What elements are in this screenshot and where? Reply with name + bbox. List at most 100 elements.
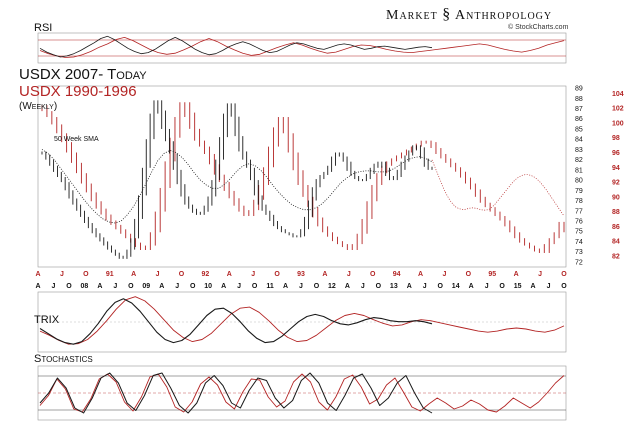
x-label-red-7: 92 [201, 271, 209, 278]
x-label-black-2: O [66, 283, 72, 290]
y-right-tick-label-9: 86 [612, 224, 620, 231]
y-right-tick-label-11: 82 [612, 253, 620, 260]
y-left-tick-label-4: 85 [575, 126, 583, 133]
x-label-black-3: 08 [81, 283, 89, 290]
x-label-red-2: O [83, 271, 89, 278]
x-label-black-32: A [531, 283, 536, 290]
y-left-tick-label-6: 83 [575, 147, 583, 154]
x-label-black-17: J [299, 283, 303, 290]
x-label-red-18: O [466, 271, 472, 278]
y-left-tick-label-17: 72 [575, 259, 583, 266]
y-right-tick-label-0: 104 [612, 91, 624, 98]
y-left-tick-label-3: 86 [575, 116, 583, 123]
trix-black-line [39, 298, 433, 345]
x-label-black-14: O [252, 283, 258, 290]
x-label-black-7: 09 [142, 283, 150, 290]
x-label-red-12: A [322, 271, 327, 278]
rsi-red-line [39, 37, 565, 58]
y-left-tick-label-5: 84 [575, 137, 583, 144]
y-left-tick-label-2: 87 [575, 106, 583, 113]
x-label-black-15: 11 [266, 283, 274, 290]
stochastics-red-line [39, 373, 565, 413]
y-left-tick-label-1: 88 [575, 96, 583, 103]
x-label-black-24: A [407, 283, 412, 290]
x-label-red-6: O [179, 271, 185, 278]
sma-50-week-line [41, 149, 433, 224]
x-label-black-31: 15 [514, 283, 522, 290]
x-label-black-11: 10 [204, 283, 212, 290]
x-label-red-8: A [227, 271, 232, 278]
x-label-red-16: A [418, 271, 423, 278]
x-label-red-20: A [514, 271, 519, 278]
x-label-red-0: A [35, 271, 40, 278]
y-left-tick-label-13: 76 [575, 218, 583, 225]
y-left-tick-label-0: 89 [575, 86, 583, 93]
y-left-tick-label-7: 82 [575, 157, 583, 164]
x-label-black-21: J [361, 283, 365, 290]
x-label-black-20: A [345, 283, 350, 290]
x-label-black-28: A [469, 283, 474, 290]
sma-50-week-red-line [431, 159, 565, 217]
x-label-black-16: A [283, 283, 288, 290]
x-label-black-4: A [97, 283, 102, 290]
x-label-red-9: J [251, 271, 255, 278]
price-frame [37, 85, 567, 268]
x-label-black-1: J [52, 283, 56, 290]
y-right-tick-label-1: 102 [612, 106, 624, 113]
x-label-red-19: 95 [488, 271, 496, 278]
x-label-red-10: O [274, 271, 280, 278]
y-left-tick-label-10: 79 [575, 188, 583, 195]
y-right-tick-label-8: 88 [612, 209, 620, 216]
x-label-black-22: O [376, 283, 382, 290]
x-label-black-19: 12 [328, 283, 336, 290]
x-label-red-5: J [156, 271, 160, 278]
x-label-black-27: 14 [452, 283, 460, 290]
x-label-red-21: J [538, 271, 542, 278]
stochastics-panel-label: Stochastics [34, 353, 93, 365]
y-left-tick-label-12: 77 [575, 208, 583, 215]
y-right-tick-label-10: 84 [612, 239, 620, 246]
source-credit: © StockCharts.com [508, 24, 569, 31]
rsi-panel-label: RSI [34, 22, 53, 34]
x-label-black-6: O [128, 283, 134, 290]
y-left-tick-label-8: 81 [575, 167, 583, 174]
x-label-black-26: O [438, 283, 444, 290]
x-label-black-5: J [113, 283, 117, 290]
x-label-black-0: A [35, 283, 40, 290]
x-label-black-18: O [314, 283, 320, 290]
x-label-red-17: J [443, 271, 447, 278]
y-right-tick-label-7: 90 [612, 194, 620, 201]
x-label-black-34: O [561, 283, 567, 290]
x-label-red-3: 91 [106, 271, 114, 278]
x-label-red-22: O [561, 271, 567, 278]
trix-panel-label: TRIX [34, 314, 60, 326]
chart-frequency: (Weekly) [19, 101, 58, 112]
x-label-black-23: 13 [390, 283, 398, 290]
x-label-red-11: 93 [297, 271, 305, 278]
trix-red-line [39, 296, 565, 345]
rsi-frame [37, 32, 567, 64]
x-label-red-15: 94 [393, 271, 401, 278]
chart-title: USDX 2007- Today [19, 66, 147, 83]
stochastics-black-line [39, 372, 433, 414]
y-left-tick-label-11: 78 [575, 198, 583, 205]
x-label-black-25: J [423, 283, 427, 290]
y-left-tick-label-15: 74 [575, 239, 583, 246]
x-label-black-9: J [175, 283, 179, 290]
x-label-red-13: J [347, 271, 351, 278]
x-label-black-10: O [190, 283, 196, 290]
x-label-red-14: O [370, 271, 376, 278]
y-right-tick-label-3: 98 [612, 135, 620, 142]
y-right-tick-label-2: 100 [612, 120, 624, 127]
y-right-tick-label-4: 96 [612, 150, 620, 157]
x-label-black-29: J [485, 283, 489, 290]
x-label-black-13: J [237, 283, 241, 290]
sma-label: 50 Week SMA [54, 136, 99, 143]
x-label-black-8: A [159, 283, 164, 290]
x-label-black-12: A [221, 283, 226, 290]
x-label-black-33: J [547, 283, 551, 290]
y-left-tick-label-14: 75 [575, 229, 583, 236]
y-right-tick-label-6: 92 [612, 180, 620, 187]
